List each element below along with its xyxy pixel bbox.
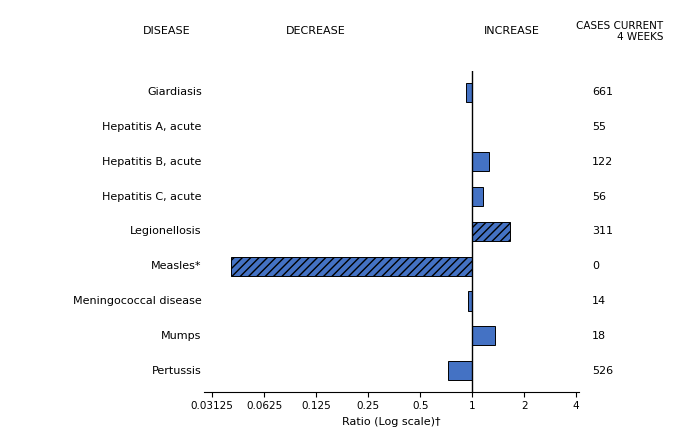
Text: CASES CURRENT
4 WEEKS: CASES CURRENT 4 WEEKS [576, 20, 663, 42]
Bar [469, 291, 472, 311]
Text: 14: 14 [592, 296, 606, 306]
Text: Hepatitis B, acute: Hepatitis B, acute [102, 157, 202, 167]
Text: Legionellosis: Legionellosis [130, 227, 202, 236]
Text: Pertussis: Pertussis [152, 366, 202, 376]
Text: DECREASE: DECREASE [286, 26, 346, 36]
Text: 0: 0 [592, 261, 599, 271]
Bar [466, 82, 472, 101]
Text: 122: 122 [592, 157, 613, 167]
Text: Meningococcal disease: Meningococcal disease [73, 296, 202, 306]
Bar [472, 187, 483, 206]
Bar [472, 152, 489, 171]
Text: INCREASE: INCREASE [484, 26, 540, 36]
Bar [472, 326, 494, 345]
Bar [472, 222, 510, 241]
Text: Giardiasis: Giardiasis [147, 87, 202, 97]
Text: 55: 55 [592, 122, 606, 132]
Bar [447, 361, 472, 380]
Text: 311: 311 [592, 227, 613, 236]
Text: Mumps: Mumps [161, 331, 202, 341]
Text: 661: 661 [592, 87, 613, 97]
Text: 18: 18 [592, 331, 606, 341]
Text: Hepatitis C, acute: Hepatitis C, acute [102, 192, 202, 202]
Text: Hepatitis A, acute: Hepatitis A, acute [102, 122, 202, 132]
Text: 56: 56 [592, 192, 606, 202]
Bar [231, 257, 472, 276]
X-axis label: Ratio (Log scale)†: Ratio (Log scale)† [343, 417, 441, 427]
Text: Measles*: Measles* [151, 261, 202, 271]
Text: DISEASE: DISEASE [143, 26, 191, 36]
Text: 526: 526 [592, 366, 613, 376]
